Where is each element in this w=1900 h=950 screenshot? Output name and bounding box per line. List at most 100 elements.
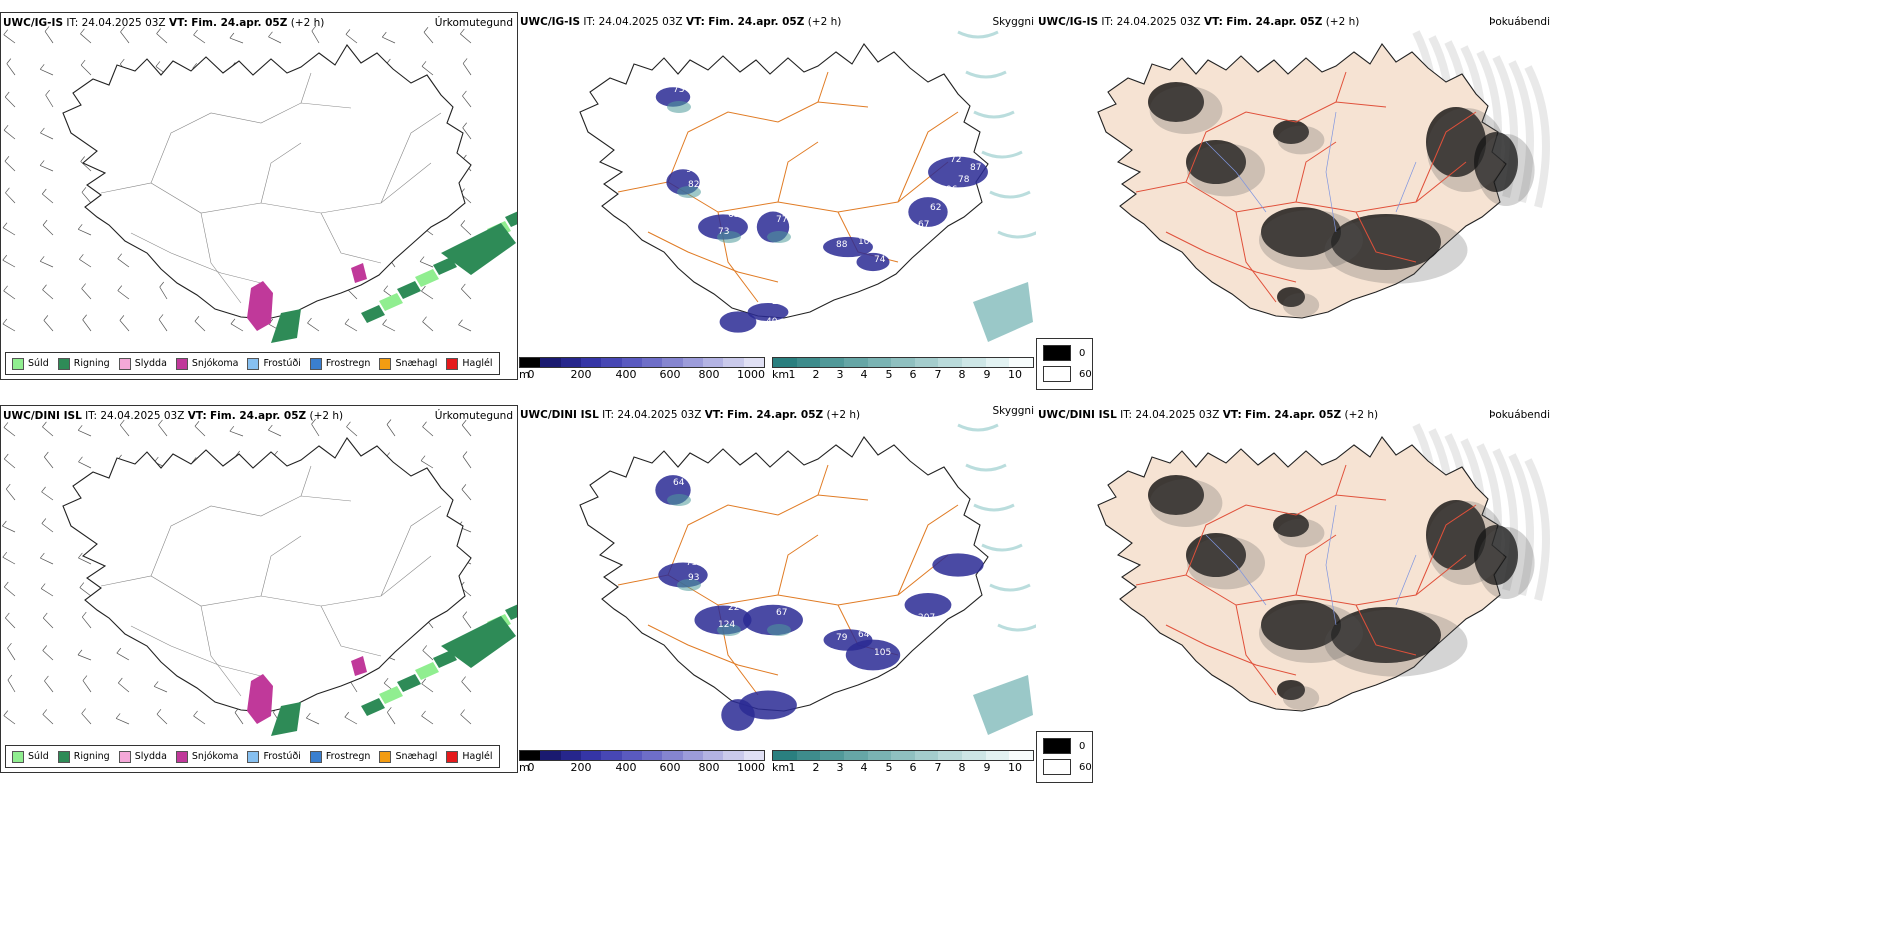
- river-line: [1395, 554, 1417, 606]
- wind-barb-flag: [458, 319, 463, 325]
- wind-barb-flag: [460, 220, 466, 226]
- rain-band: [397, 281, 421, 299]
- colorbar-segment: [938, 358, 963, 367]
- colorbar-ramp: [772, 750, 1034, 761]
- rain-band: [379, 686, 403, 704]
- colorbar-segment: [820, 358, 844, 367]
- wind-barb: [42, 193, 54, 204]
- wind-barb-flag: [77, 649, 83, 656]
- colorbar-segment: [520, 751, 541, 760]
- precip-type-label: Úrkomutegund: [434, 410, 513, 422]
- road-line: [380, 505, 442, 597]
- wind-barb: [268, 429, 282, 437]
- fog-halo: [1324, 609, 1468, 677]
- cloud-base-colorbar-row2: m 0 200 400 600 800 1000: [519, 750, 765, 775]
- legend-swatch: [309, 357, 322, 370]
- visibility-swirl: [981, 543, 1023, 552]
- cloud-base-area: [719, 311, 757, 333]
- wind-barb-flag: [422, 316, 427, 322]
- road-network: [100, 72, 442, 304]
- cloud-base-label: 73: [718, 227, 729, 237]
- road-line: [200, 212, 242, 304]
- wind-barb-flag: [44, 675, 49, 682]
- visibility-swirl: [997, 623, 1036, 632]
- road-line: [897, 504, 959, 596]
- haze-band: [1508, 453, 1534, 596]
- cloud-base-label: 87: [970, 163, 981, 173]
- wind-barb: [40, 132, 54, 140]
- wind-barb-flag: [158, 314, 164, 320]
- low-visibility-area: [667, 494, 691, 506]
- wind-barb-flag: [311, 418, 316, 425]
- low-visibility-area: [717, 231, 741, 243]
- wind-barb: [2, 259, 16, 268]
- road-line: [130, 625, 262, 677]
- wind-barb: [230, 323, 244, 332]
- fog-areas: [1148, 475, 1535, 710]
- visibility-swirls: [957, 423, 1036, 735]
- low-visibility-area: [717, 624, 741, 636]
- cloud-base-label: 207: [918, 613, 935, 623]
- wind-barb: [422, 321, 434, 332]
- wind-barb-flag: [346, 421, 351, 428]
- wind-barb-flag: [42, 219, 48, 226]
- wind-barb: [419, 261, 434, 268]
- wind-barb-flag: [82, 675, 88, 681]
- wind-barb: [116, 718, 130, 725]
- legend-swatch: [118, 357, 131, 370]
- cloud-base-colorbar-row1: m 0 200 400 600 800 1000: [519, 357, 765, 382]
- colorbar-segment: [985, 751, 1010, 760]
- fog-area: [1331, 607, 1441, 663]
- cloud-base-label: 65: [728, 210, 739, 220]
- wind-barb: [82, 680, 92, 693]
- cloud-base-label: 82: [688, 180, 699, 190]
- wind-barb: [344, 716, 358, 725]
- road-line: [1165, 231, 1297, 283]
- wind-barb-flag: [382, 31, 387, 38]
- wind-barb-flag: [460, 28, 465, 35]
- wind-barb: [82, 319, 92, 332]
- rain-area: [271, 309, 301, 343]
- road-line: [777, 534, 819, 596]
- wind-barb-flag: [307, 317, 312, 324]
- wind-barb-flag: [5, 483, 11, 490]
- colorbar-segment: [641, 751, 663, 760]
- cloud-base-area: [823, 236, 873, 258]
- legend-item-snaehagl: Snæhagl: [379, 357, 437, 370]
- wind-barb-flag: [153, 681, 159, 687]
- road-line: [320, 212, 382, 264]
- wind-barb-flag: [386, 419, 392, 425]
- road-line: [260, 535, 302, 597]
- road-line: [1235, 604, 1277, 696]
- visibility-area: [973, 675, 1033, 735]
- wind-barb: [421, 683, 434, 693]
- fog-halo: [1277, 518, 1325, 548]
- wind-barb-flag: [42, 284, 47, 290]
- rain-band: [505, 211, 517, 227]
- fog-index-key-row2: 0 60: [1036, 731, 1093, 783]
- colorbar-segment: [621, 751, 642, 760]
- wind-barb: [3, 129, 16, 140]
- wind-barb-flag: [2, 520, 7, 527]
- colorbar-ticks: km 1 2 3 4 5 6 7 8 9 10: [772, 761, 1022, 774]
- precip-areas: [247, 604, 517, 736]
- cloud-base-label: 64: [858, 630, 870, 640]
- wind-barb-flag: [42, 645, 48, 651]
- colorbar-segment: [773, 358, 797, 367]
- wind-barb: [420, 460, 434, 469]
- wind-barb: [80, 33, 92, 44]
- wind-barb: [78, 557, 92, 565]
- road-line: [150, 102, 352, 184]
- visibility-swirl: [957, 30, 999, 39]
- wind-barb: [346, 426, 358, 437]
- legend-item-rigning: Rigning: [57, 750, 110, 763]
- wind-barb-flag: [4, 156, 10, 162]
- wind-barb-flag: [78, 552, 83, 559]
- precip-areas: [247, 211, 517, 343]
- visibility-swirls: [957, 30, 1036, 342]
- colorbar-segment: [796, 358, 821, 367]
- low-visibility-area: [667, 101, 691, 113]
- cloud-base-label: 67: [776, 608, 787, 618]
- wind-barb: [2, 556, 16, 565]
- wind-barb: [120, 31, 130, 44]
